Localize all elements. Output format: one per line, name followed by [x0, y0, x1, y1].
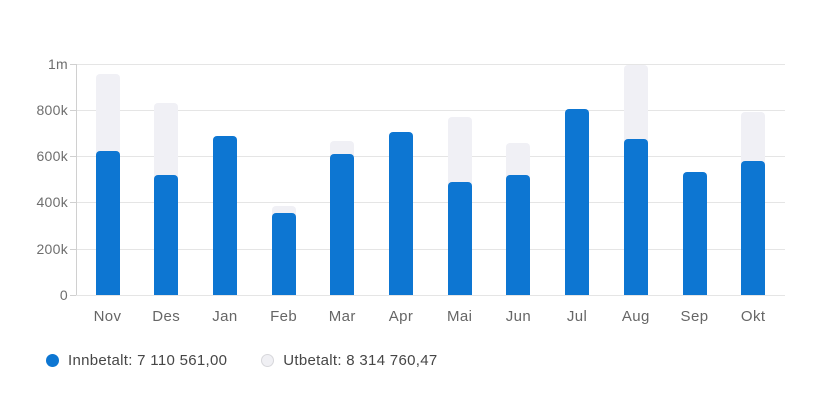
bar-innbetalt-okt[interactable]: [741, 160, 766, 295]
bar-innbetalt-aug[interactable]: [623, 138, 648, 295]
y-axis-tick: [70, 63, 76, 65]
gridline: [76, 248, 785, 250]
x-axis-label-nov: Nov: [93, 308, 122, 325]
y-axis-label: 400k: [36, 194, 68, 211]
x-axis-label-jun: Jun: [505, 308, 532, 325]
x-axis-label-mar: Mar: [328, 308, 356, 325]
y-axis-label: 600k: [36, 148, 68, 165]
y-axis-tick: [70, 156, 76, 158]
bar-innbetalt-sep[interactable]: [682, 172, 707, 295]
legend-label-utbetalt: Utbetalt: 8 314 760,47: [283, 352, 438, 369]
gridline: [76, 63, 785, 65]
y-axis-label: 0: [59, 287, 68, 303]
bar-innbetalt-jul[interactable]: [565, 108, 590, 295]
gridline: [76, 109, 785, 111]
y-axis-tick: [70, 295, 76, 296]
bar-innbetalt-jun[interactable]: [506, 175, 531, 295]
y-axis-label: 800k: [36, 101, 68, 118]
y-axis-tick: [70, 109, 76, 111]
bar-innbetalt-mar[interactable]: [330, 153, 355, 295]
x-axis-label-des: Des: [152, 308, 181, 325]
innbetalt-marker-icon: [46, 354, 59, 367]
y-axis-label: 200k: [36, 240, 68, 257]
bar-innbetalt-des[interactable]: [154, 174, 179, 295]
legend-item-utbetalt[interactable]: Utbetalt: 8 314 760,47: [261, 352, 437, 369]
legend-label-innbetalt: Innbetalt: 7 110 561,00: [68, 352, 228, 369]
y-axis-tick: [70, 202, 76, 204]
y-axis-tick: [70, 248, 76, 250]
utbetalt-marker-icon: [261, 354, 275, 367]
x-axis-label-aug: Aug: [621, 308, 650, 325]
legend-item-innbetalt[interactable]: Innbetalt: 7 110 561,00: [46, 352, 227, 369]
chart-legend: Innbetalt: 7 110 561,00 Utbetalt: 8 314 …: [46, 352, 437, 369]
bar-innbetalt-apr[interactable]: [389, 131, 413, 295]
x-axis-label-mai: Mai: [447, 308, 473, 325]
y-axis-label: 1m: [47, 55, 68, 72]
x-axis-label-jan: Jan: [212, 308, 238, 325]
gridline: [76, 295, 785, 296]
x-axis-label-jul: Jul: [566, 308, 588, 325]
x-axis-label-feb: Feb: [270, 308, 298, 325]
y-axis-line: [76, 63, 77, 295]
x-axis-label-okt: Okt: [740, 308, 766, 325]
x-axis-label-sep: Sep: [680, 308, 709, 325]
bar-innbetalt-feb[interactable]: [271, 212, 296, 295]
bar-innbetalt-mai[interactable]: [447, 181, 472, 295]
gridline: [76, 202, 785, 204]
bar-innbetalt-nov[interactable]: [95, 151, 120, 295]
x-axis-label-apr: Apr: [388, 308, 414, 325]
bar-innbetalt-jan[interactable]: [212, 136, 237, 295]
gridline: [76, 156, 785, 158]
